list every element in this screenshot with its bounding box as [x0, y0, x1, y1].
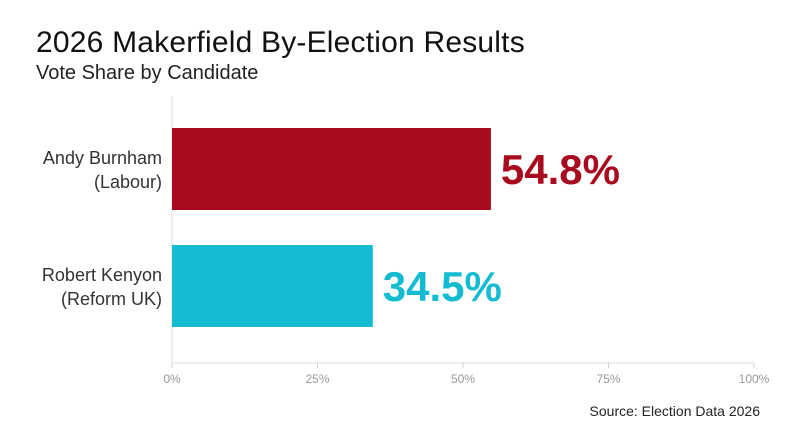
bar — [172, 128, 491, 210]
category-label-line: (Reform UK) — [61, 289, 162, 309]
x-tick-label: 100% — [739, 372, 770, 386]
source-note: Source: Election Data 2026 — [589, 403, 760, 419]
x-tick-label: 25% — [305, 372, 329, 386]
x-tick-label: 50% — [451, 372, 475, 386]
category-label: Andy Burnham (Labour) — [43, 148, 162, 192]
category-label-line: Robert Kenyon — [42, 265, 162, 285]
category-label-line: (Labour) — [94, 172, 162, 192]
chart-subtitle: Vote Share by Candidate — [36, 62, 259, 84]
category-label: Robert Kenyon (Reform UK) — [42, 265, 162, 309]
category-label-line: Andy Burnham — [43, 148, 162, 168]
data-label: 34.5% — [383, 263, 502, 310]
x-tick-label: 75% — [596, 372, 620, 386]
x-tick-label: 0% — [163, 372, 181, 386]
bar — [172, 245, 373, 327]
chart-title: 2026 Makerfield By-Election Results — [36, 26, 525, 59]
data-label: 54.8% — [501, 146, 620, 193]
